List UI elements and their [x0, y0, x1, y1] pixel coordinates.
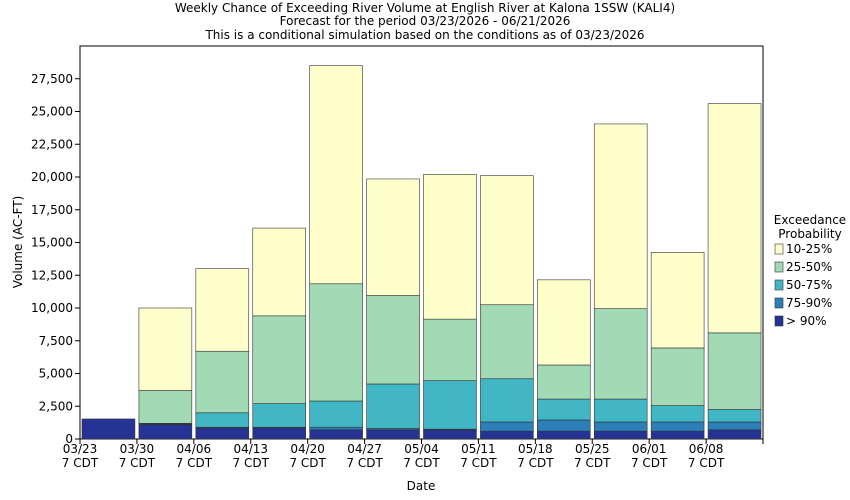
bar-segment: [309, 400, 363, 428]
bar-segment: [309, 426, 363, 431]
bar-segment: [593, 430, 648, 440]
bar-segment: [593, 421, 648, 432]
y-tick-label: 0: [65, 432, 73, 446]
x-tick-label: 05/04 7 CDT: [403, 442, 440, 470]
legend-label: 10-25%: [786, 242, 832, 256]
legend-label: 75-90%: [786, 296, 832, 310]
legend-swatch: [774, 261, 784, 273]
bar-segment: [650, 421, 705, 432]
bar-segment: [366, 429, 420, 440]
bar-segment: [138, 307, 193, 391]
bar-segment: [707, 429, 762, 440]
bar-segment: [537, 279, 591, 366]
bar-segment: [423, 429, 477, 440]
bar-segment: [650, 405, 705, 423]
bar-segment: [537, 419, 591, 432]
chart-note: This is a conditional simulation based o…: [204, 28, 644, 42]
x-tick-label: 05/25 7 CDT: [574, 442, 611, 470]
bar-segment: [480, 175, 534, 306]
y-tick-label: 27,500: [31, 72, 73, 86]
bar-segment: [195, 427, 250, 440]
bar-segment: [252, 227, 306, 317]
x-tick-label: 04/27 7 CDT: [346, 442, 383, 470]
bar-segment: [309, 283, 363, 402]
bar-segment: [707, 103, 762, 334]
legend-swatch: [774, 315, 784, 327]
legend-swatch: [774, 297, 784, 309]
y-tick-label: 17,500: [31, 203, 73, 217]
bar-segment: [366, 178, 420, 296]
bar-segment: [309, 429, 363, 440]
bar-segment: [81, 418, 136, 440]
legend-label: 25-50%: [786, 260, 832, 274]
legend-title: Exceedance: [774, 213, 846, 227]
y-tick-label: 5,000: [39, 367, 73, 381]
legend-swatch: [774, 279, 784, 291]
bar-segment: [537, 430, 591, 440]
x-tick-label: 06/01 7 CDT: [631, 442, 668, 470]
y-tick-label: 22,500: [31, 137, 73, 151]
bar-segment: [537, 364, 591, 400]
bar-segment: [480, 430, 534, 440]
x-tick-label: 05/11 7 CDT: [460, 442, 497, 470]
y-tick-label: 12,500: [31, 268, 73, 282]
chart-subtitle: Forecast for the period 03/23/2026 - 06/…: [280, 14, 571, 28]
bar-segment: [480, 378, 534, 423]
bar-segment: [593, 308, 648, 400]
bar-segment: [537, 398, 591, 421]
bar-segment: [480, 421, 534, 432]
bar-segment: [252, 315, 306, 404]
legend-swatch: [774, 243, 784, 255]
bar-segment: [423, 174, 477, 320]
x-tick-label: 04/06 7 CDT: [176, 442, 213, 470]
bar-segment: [707, 409, 762, 423]
bar-segment: [707, 332, 762, 410]
bar-segment: [366, 295, 420, 385]
bar-segment: [423, 318, 477, 382]
bar-segment: [707, 421, 762, 431]
x-tick-label: 04/13 7 CDT: [233, 442, 270, 470]
y-tick-label: 2,500: [39, 399, 73, 413]
x-tick-label: 03/30 7 CDT: [119, 442, 156, 470]
y-tick-label: 7,500: [39, 334, 73, 348]
bar-segment: [366, 383, 420, 429]
bar-segment: [593, 398, 648, 423]
bar-segment: [252, 427, 306, 440]
bar-segment: [195, 268, 250, 352]
bar-segment: [480, 304, 534, 380]
bar-segment: [138, 390, 193, 424]
y-tick-label: 15,000: [31, 236, 73, 250]
bar-segment: [650, 252, 705, 349]
y-axis-title: Volume (AC-FT): [11, 196, 25, 289]
x-tick-label: 06/08 7 CDT: [688, 442, 725, 470]
x-axis-title: Date: [407, 479, 436, 493]
bar-segment: [195, 350, 250, 414]
x-tick-label: 05/18 7 CDT: [517, 442, 554, 470]
bar-segment: [252, 403, 306, 428]
bar-segment: [593, 123, 648, 309]
y-tick-label: 10,000: [31, 301, 73, 315]
chart-title: Weekly Chance of Exceeding River Volume …: [175, 1, 675, 15]
bar-segment: [309, 65, 363, 285]
bar-segment: [650, 430, 705, 440]
bar-segment: [195, 412, 250, 428]
legend-label: 50-75%: [786, 278, 832, 292]
bar-segment: [650, 347, 705, 406]
y-tick-label: 25,000: [31, 105, 73, 119]
legend-title: Probability: [778, 227, 841, 241]
bar-segment: [138, 424, 193, 440]
x-tick-label: 04/20 7 CDT: [289, 442, 326, 470]
y-tick-label: 20,000: [31, 170, 73, 184]
x-tick-label: 03/23 7 CDT: [62, 442, 99, 470]
bar-segment: [423, 380, 477, 430]
legend-label: > 90%: [786, 314, 827, 328]
